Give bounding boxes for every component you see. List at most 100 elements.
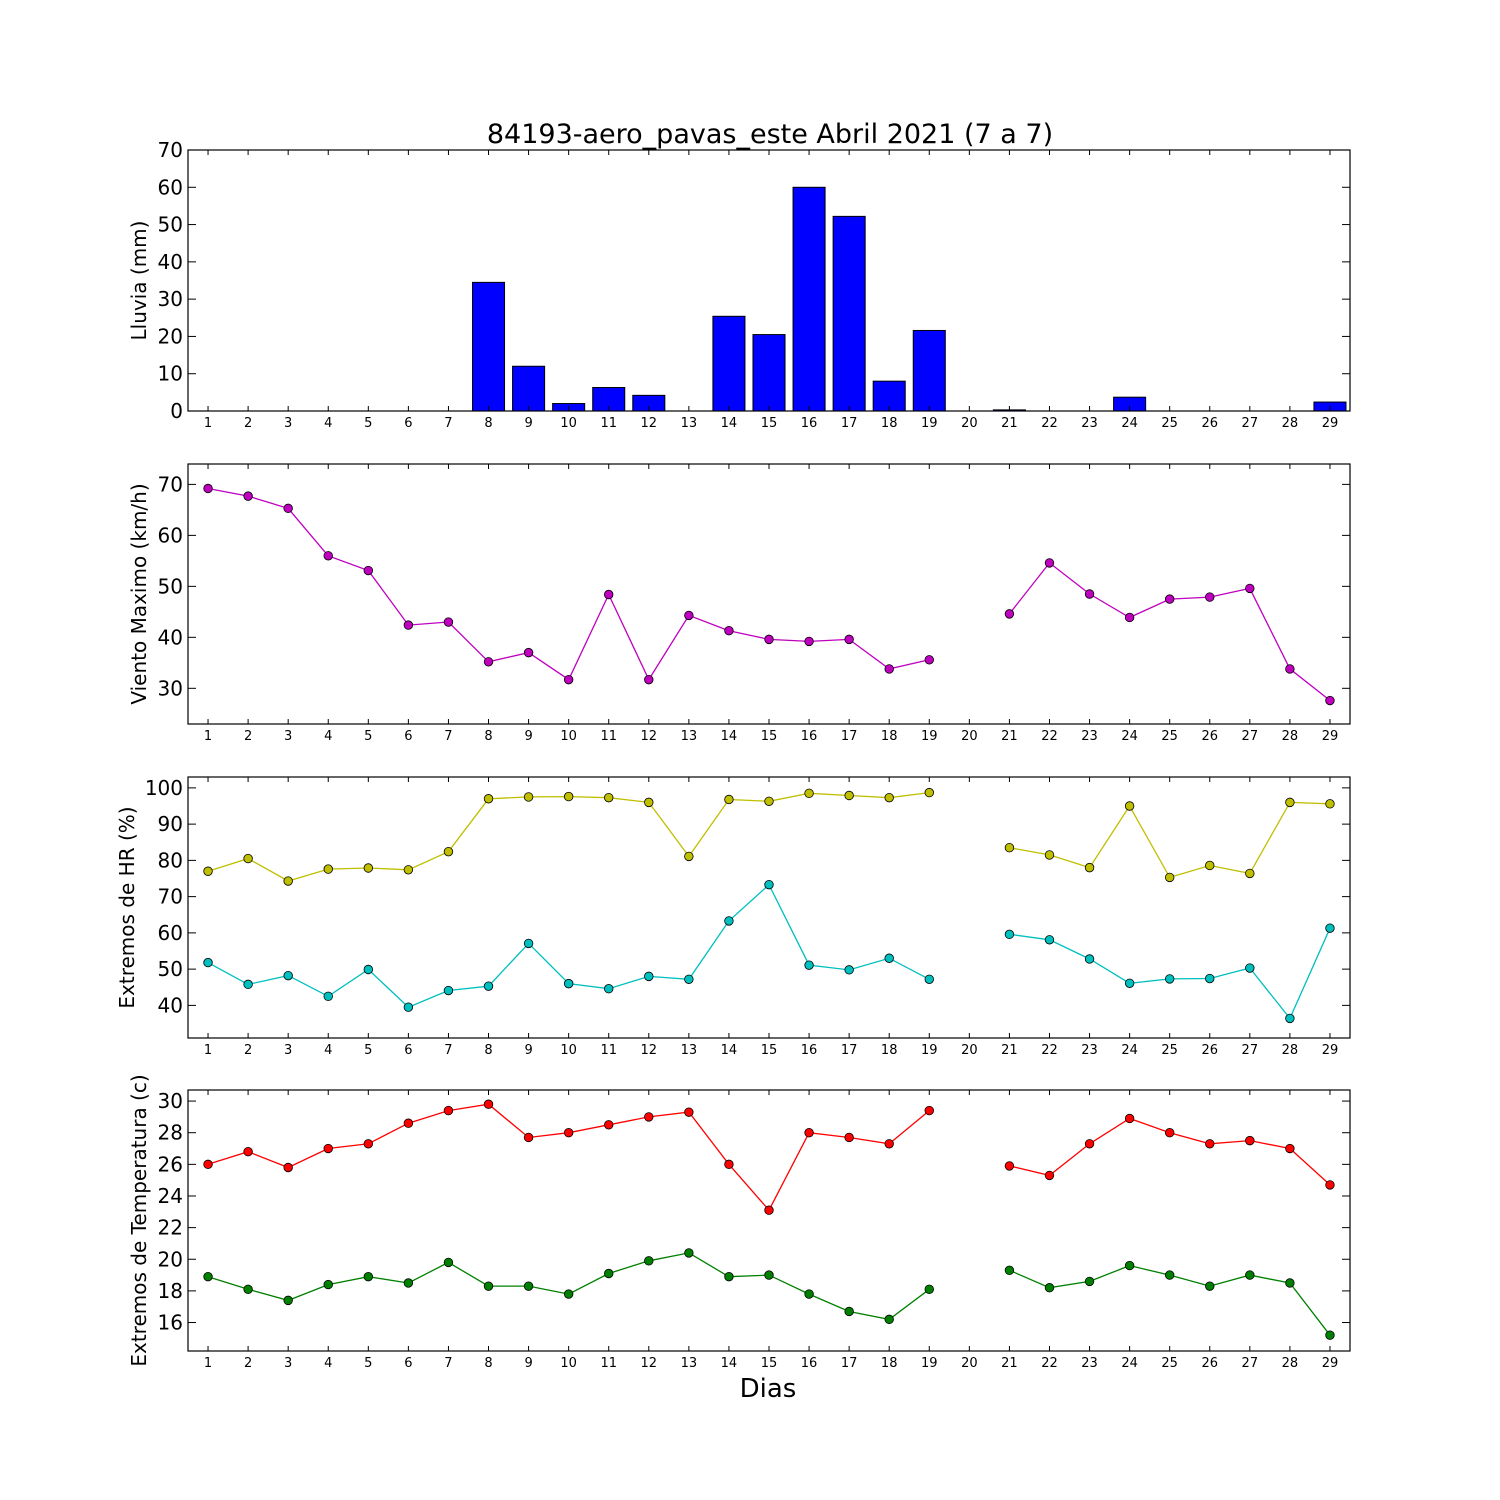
series-1-point-day-7 — [443, 985, 454, 996]
x-tick-label: 25 — [1161, 416, 1178, 431]
x-tick-label: 5 — [364, 729, 372, 744]
x-tick-label: 15 — [761, 1356, 778, 1371]
series-1-point-day-12 — [644, 1256, 654, 1266]
series-1-point-day-8 — [483, 981, 494, 991]
x-tick-label: 4 — [324, 1043, 332, 1058]
x-tick-label: 6 — [404, 416, 412, 431]
y-tick-label: 70 — [158, 885, 183, 909]
series-0-point-day-24 — [1124, 612, 1135, 623]
x-tick-label: 13 — [681, 1043, 698, 1058]
series-1-point-day-23 — [1084, 1276, 1095, 1287]
series-1-point-day-22 — [1044, 1283, 1055, 1293]
series-0-point-day-24 — [1124, 1113, 1135, 1124]
x-tick-label: 28 — [1282, 416, 1299, 431]
y-tick-label: 50 — [158, 213, 183, 237]
y-tick-label: 26 — [158, 1152, 183, 1176]
series-0-point-day-2 — [243, 1146, 253, 1157]
series-1-point-day-15 — [764, 1270, 774, 1280]
panel-lluvia: 1 2 3 4 5 6 7 8 9 10 11 12 13 14 15 16 17 18 19 20 21 22 23 24 2… — [127, 138, 1351, 431]
x-tick-label: 26 — [1201, 1043, 1218, 1058]
series-0-point-day-26 — [1205, 1139, 1215, 1149]
series-0-point-day-13 — [684, 610, 694, 621]
x-tick-label: 28 — [1282, 1043, 1299, 1058]
series-1-point-day-13 — [684, 974, 694, 984]
series-0-point-day-11 — [604, 589, 614, 600]
series-0-point-day-1 — [203, 1159, 213, 1170]
x-tick-label: 22 — [1041, 1356, 1058, 1371]
x-tick-label: 25 — [1161, 1043, 1178, 1058]
series-0-point-day-4 — [323, 551, 333, 561]
x-tick-label: 7 — [444, 416, 452, 431]
y-axis-label: Extremos de HR (%) — [115, 806, 139, 1008]
y-tick-label: 60 — [158, 175, 183, 199]
series-1-point-day-17 — [844, 1306, 854, 1317]
x-tick-label: 6 — [404, 729, 412, 744]
series-0-point-day-24 — [1124, 801, 1135, 811]
x-tick-label: 22 — [1041, 1043, 1058, 1058]
x-tick-label: 25 — [1161, 729, 1178, 744]
x-tick-label: 19 — [921, 1043, 938, 1058]
bar-day-14 — [712, 315, 746, 412]
series-1-point-day-29 — [1325, 923, 1335, 933]
x-tick-label: 28 — [1282, 729, 1299, 744]
series-1-point-day-11 — [604, 1268, 614, 1279]
x-tick-label: 28 — [1282, 1356, 1299, 1371]
x-tick-label: 1 — [204, 729, 212, 744]
bar-day-9 — [512, 365, 546, 412]
x-tick-label: 9 — [524, 1043, 532, 1058]
series-0-point-day-29 — [1325, 799, 1335, 809]
series-0-point-day-21 — [1004, 609, 1015, 619]
x-tick-label: 2 — [244, 729, 252, 744]
series-0-point-day-7 — [443, 1105, 454, 1116]
series-0-point-day-5 — [363, 565, 374, 576]
x-tick-label: 11 — [600, 1356, 617, 1371]
series-0-point-day-3 — [283, 876, 293, 886]
series-1-point-day-2 — [243, 1284, 253, 1295]
y-tick-label: 20 — [158, 324, 183, 348]
y-tick-label: 90 — [158, 812, 183, 836]
x-tick-label: 2 — [244, 416, 252, 431]
x-tick-label: 20 — [961, 1356, 978, 1371]
series-1-point-day-11 — [604, 984, 614, 994]
x-tick-label: 7 — [444, 729, 452, 744]
series-0-point-day-19 — [924, 1105, 934, 1116]
series-0-point-day-17 — [844, 790, 854, 801]
figure-title: 84193-aero_pavas_este Abril 2021 (7 a 7) — [487, 119, 1053, 150]
series-0-point-day-13 — [684, 1107, 694, 1117]
x-tick-label: 20 — [961, 729, 978, 744]
y-tick-label: 50 — [158, 957, 183, 981]
y-tick-label: 70 — [158, 472, 183, 496]
x-tick-label: 5 — [364, 1356, 372, 1371]
series-0-point-day-16 — [804, 636, 814, 647]
series-0-point-day-22 — [1044, 1170, 1055, 1181]
y-tick-label: 80 — [158, 848, 183, 872]
x-tick-label: 18 — [881, 416, 898, 431]
series-0-point-day-14 — [724, 626, 734, 636]
series-0-point-day-2 — [243, 491, 253, 501]
series-0-point-day-9 — [523, 1132, 534, 1143]
y-tick-label: 40 — [158, 625, 183, 649]
series-1-point-day-17 — [844, 965, 854, 975]
x-tick-label: 21 — [1001, 416, 1018, 431]
x-tick-label: 15 — [761, 416, 778, 431]
series-0-point-day-10 — [563, 791, 574, 802]
series-0-point-day-7 — [443, 617, 454, 627]
series-0-point-day-18 — [884, 1139, 894, 1149]
series-0-point-day-22 — [1044, 850, 1055, 860]
x-tick-label: 14 — [721, 416, 738, 431]
series-0-point-day-11 — [604, 792, 614, 803]
series-0-point-day-15 — [764, 796, 774, 806]
y-tick-label: 60 — [158, 921, 183, 945]
y-tick-label: 30 — [158, 287, 183, 311]
bar-day-15 — [752, 334, 786, 412]
x-tick-label: 10 — [560, 1043, 577, 1058]
x-tick-label: 1 — [204, 416, 212, 431]
x-tick-label: 22 — [1041, 729, 1058, 744]
series-1-point-day-9 — [523, 938, 534, 949]
series-0-point-day-23 — [1084, 1139, 1095, 1149]
x-tick-label: 13 — [681, 729, 698, 744]
series-0-point-day-29 — [1325, 1180, 1335, 1190]
x-tick-label: 14 — [721, 1356, 738, 1371]
y-tick-label: 30 — [158, 1089, 183, 1113]
series-0-point-day-27 — [1245, 583, 1255, 594]
